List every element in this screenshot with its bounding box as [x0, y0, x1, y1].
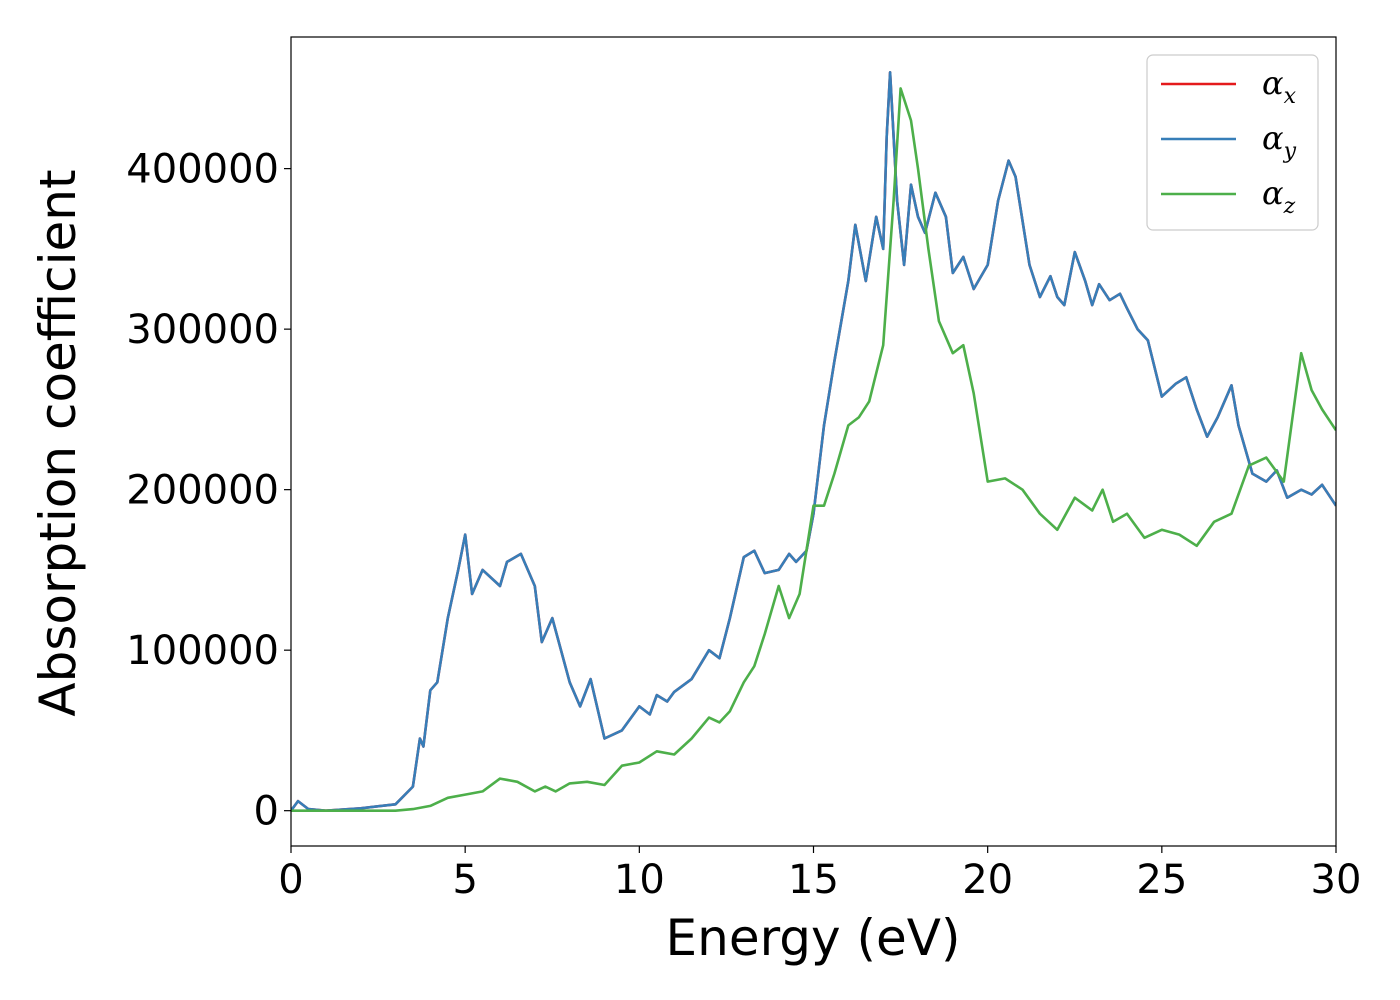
legend-label-y: αy [1262, 119, 1297, 164]
y-tick-label: 0 [254, 789, 279, 835]
x-tick-label: 25 [1136, 857, 1187, 903]
y-axis-label: Absorption coefficient [29, 169, 87, 716]
y-tick-label: 400000 [126, 147, 279, 193]
legend-label-z: αz [1262, 174, 1296, 219]
x-tick-label: 30 [1311, 857, 1362, 903]
series-line-y [291, 71, 1336, 812]
x-axis-label: Energy (eV) [666, 909, 961, 967]
legend: αx αy αz [1146, 54, 1319, 231]
x-tick-label: 15 [788, 857, 839, 903]
series-line-z [291, 87, 1336, 812]
legend-box [1146, 54, 1319, 231]
axis-ticks: 0 5 10 15 20 25 30 0 100000 200000 300000 400000 [126, 147, 1361, 903]
x-tick-label: 20 [962, 857, 1013, 903]
legend-label-x: αx [1262, 64, 1297, 109]
y-tick-label: 200000 [126, 468, 279, 514]
y-tick-label: 100000 [126, 628, 279, 674]
y-tick-label: 300000 [126, 307, 279, 353]
x-tick-label: 0 [278, 857, 303, 903]
x-tick-label: 10 [614, 857, 665, 903]
x-tick-label: 5 [452, 857, 477, 903]
